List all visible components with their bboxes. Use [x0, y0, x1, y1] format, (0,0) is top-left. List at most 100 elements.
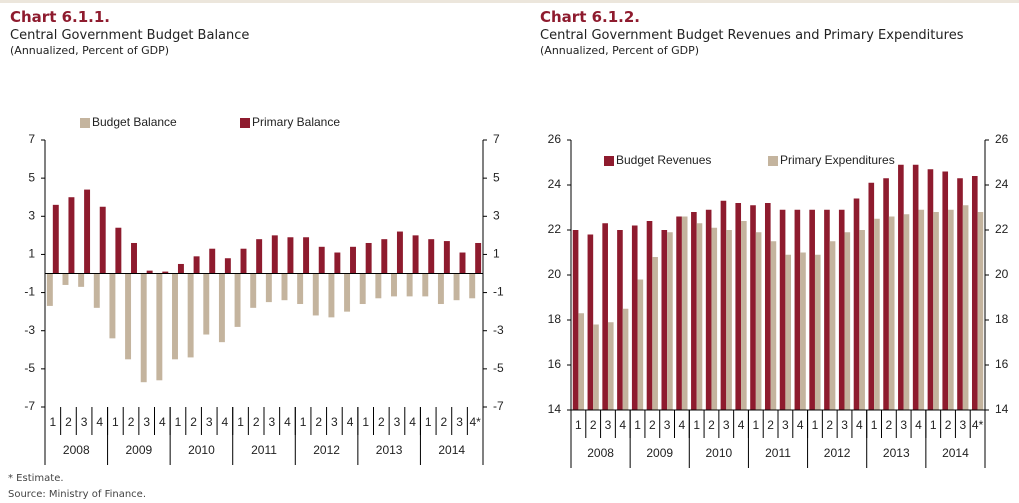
x-tick-label: 1: [300, 415, 307, 429]
bar: [962, 205, 969, 410]
x-tick-label: 3: [900, 418, 907, 432]
y-tick-label: -3: [24, 323, 35, 337]
footnote: Source: Ministry of Finance.: [8, 489, 147, 500]
bar: [234, 273, 241, 327]
x-tick-label: 4: [222, 415, 229, 429]
x-tick-label: 3: [394, 415, 401, 429]
bar: [359, 273, 366, 305]
bar: [957, 178, 963, 410]
bar: [617, 230, 623, 410]
x-tick-label: 2: [441, 415, 448, 429]
bar: [888, 216, 895, 410]
x-tick-label: 2: [378, 415, 385, 429]
bar: [156, 273, 163, 381]
x-tick-label: 3: [456, 415, 463, 429]
y2-tick-label: 7: [493, 132, 500, 146]
x-tick-label: 4: [738, 418, 745, 432]
bar: [711, 227, 718, 410]
bar: [52, 204, 59, 274]
bar: [396, 231, 403, 274]
x-tick-label: 3: [331, 415, 338, 429]
bar: [203, 273, 210, 335]
bar: [312, 273, 319, 316]
x-tick-label: 3: [723, 418, 730, 432]
bar: [572, 230, 579, 410]
x-tick-label: 3: [81, 415, 88, 429]
legend-swatch: [240, 118, 250, 128]
bar: [172, 273, 178, 360]
x-tick-label: 4: [96, 415, 103, 429]
x-tick-label: 4: [284, 415, 291, 429]
bar: [602, 223, 608, 410]
chart-subtitle: Central Government Budget Balance: [10, 28, 250, 43]
group-label: 2011: [251, 443, 277, 457]
bar: [140, 273, 147, 383]
x-tick-label: 3: [664, 418, 671, 432]
bar: [607, 322, 614, 410]
bar: [131, 242, 137, 274]
x-tick-label: 2: [253, 415, 260, 429]
bar: [868, 182, 875, 410]
x-tick-label: 2: [945, 418, 952, 432]
bar: [250, 273, 257, 308]
bar: [720, 200, 727, 410]
bar: [412, 235, 419, 274]
bar: [99, 206, 106, 274]
bar: [256, 239, 263, 274]
bar: [578, 313, 585, 410]
bar: [218, 273, 225, 343]
bar: [344, 273, 351, 312]
x-tick-label: 4*: [470, 415, 482, 429]
bar: [696, 223, 703, 410]
y2-tick-label: 3: [493, 208, 500, 222]
group-label: 2009: [126, 443, 153, 457]
x-tick-label: 1: [930, 418, 937, 432]
bar: [422, 273, 429, 297]
x-tick-label: 2: [767, 418, 774, 432]
bar: [187, 273, 194, 358]
y2-tick-label: 26: [995, 132, 1009, 146]
bar: [726, 230, 732, 410]
bar: [977, 212, 984, 410]
bar: [942, 171, 949, 410]
bar: [428, 239, 435, 274]
x-tick-label: 4: [409, 415, 416, 429]
bar: [350, 246, 356, 274]
bar: [859, 230, 865, 410]
x-tick-label: 4: [159, 415, 166, 429]
y-tick-label: -7: [24, 399, 35, 413]
x-tick-label: 4: [915, 418, 922, 432]
x-tick-label: 3: [268, 415, 275, 429]
bar: [271, 235, 278, 274]
bar: [146, 270, 153, 274]
bar: [475, 242, 482, 274]
y2-tick-label: 14: [995, 402, 1009, 416]
group-label: 2014: [942, 446, 969, 460]
bar: [874, 218, 880, 410]
x-tick-label: 1: [175, 415, 182, 429]
bar: [622, 308, 629, 410]
bar: [78, 273, 85, 287]
y2-tick-label: 24: [995, 177, 1009, 191]
y-tick-label: 18: [548, 312, 562, 326]
bar: [334, 252, 341, 274]
x-tick-label: 2: [886, 418, 893, 432]
bar: [764, 203, 771, 410]
y2-tick-label: 20: [995, 267, 1009, 281]
x-tick-label: 2: [315, 415, 322, 429]
legend-label: Primary Balance: [252, 115, 340, 129]
x-tick-label: 4: [619, 418, 626, 432]
bar: [240, 248, 247, 274]
footnote: * Estimate.: [8, 473, 64, 484]
bar: [93, 273, 100, 308]
x-tick-label: 1: [693, 418, 700, 432]
bar: [912, 164, 919, 410]
y-tick-label: 1: [28, 247, 35, 261]
y2-tick-label: -5: [493, 361, 504, 375]
legend-swatch: [80, 118, 90, 128]
bar: [667, 232, 673, 410]
bar: [587, 234, 594, 410]
x-tick-label: 1: [812, 418, 819, 432]
bar: [681, 216, 688, 410]
